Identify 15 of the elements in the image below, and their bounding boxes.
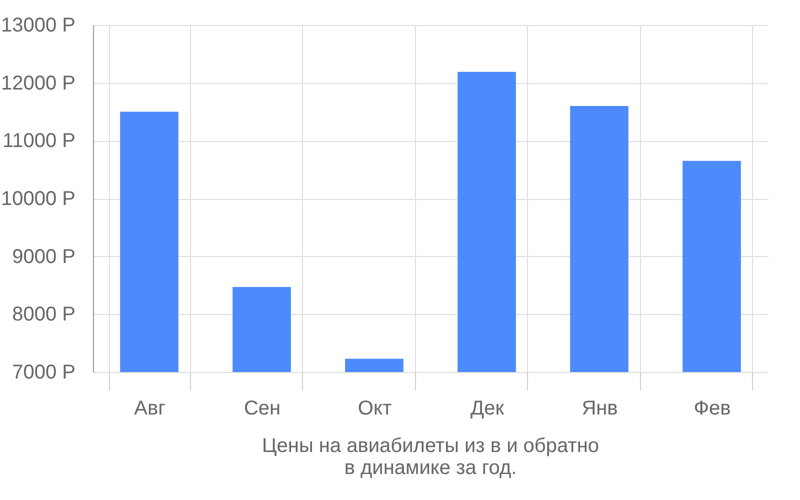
text: Цены на авиабилеты из в и обратно bbox=[262, 435, 600, 457]
x-tick-label: Фев bbox=[694, 398, 731, 420]
y-tick-label: 13000 Р bbox=[0, 14, 76, 36]
x-tick-label: Окт bbox=[358, 398, 392, 420]
text: в динамике за год. bbox=[344, 457, 517, 479]
y-tick-label: 8000 Р bbox=[12, 304, 76, 326]
x-tick-label: Авг bbox=[134, 398, 166, 420]
y-tick-label: 10000 Р bbox=[0, 188, 76, 210]
y-tick-label: 12000 Р bbox=[0, 72, 76, 94]
x-tick-label: Сен bbox=[244, 398, 281, 420]
x-tick-label: Янв bbox=[582, 398, 618, 420]
y-tick-label: 7000 Р bbox=[12, 362, 76, 384]
y-tick-label: 9000 Р bbox=[12, 246, 76, 268]
x-tick-label: Дек bbox=[470, 398, 504, 420]
y-tick-label: 11000 Р bbox=[2, 130, 76, 152]
